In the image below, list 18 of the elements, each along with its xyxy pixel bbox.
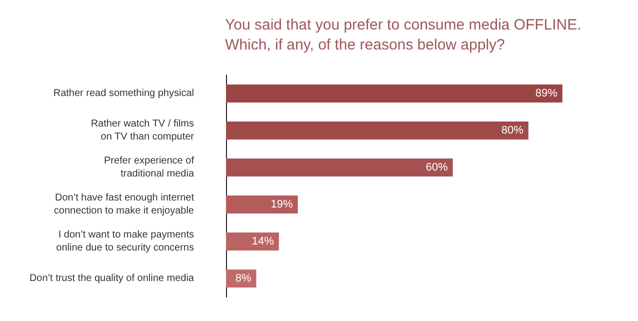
bar — [226, 84, 562, 102]
y-tick-label: Don’t have fast enough internet connection to make it enjoyable — [54, 192, 194, 216]
chart-title: You said that you prefer to consume media OFFLINE. Which, if any, of the reasons below apply? — [225, 16, 586, 54]
bar — [226, 122, 528, 140]
data-label: 8% — [235, 272, 252, 284]
data-label: 19% — [270, 198, 294, 210]
data-label: 60% — [426, 162, 448, 174]
y-tick-label: Rather watch TV / films on TV than computer — [90, 118, 195, 142]
data-label: 80% — [501, 124, 524, 136]
bar — [226, 196, 298, 214]
bar — [226, 232, 279, 250]
y-tick-label: Rather read something physical — [53, 88, 194, 99]
y-tick-label: Prefer experience of traditional media — [104, 156, 194, 180]
data-label: 89% — [535, 88, 558, 100]
y-tick-label: I don’t want to make payments online due to security concerns — [56, 230, 194, 254]
data-label: 14% — [252, 236, 274, 248]
bar — [226, 158, 453, 176]
y-tick-label: Don’t trust the quality of online media — [29, 273, 194, 284]
